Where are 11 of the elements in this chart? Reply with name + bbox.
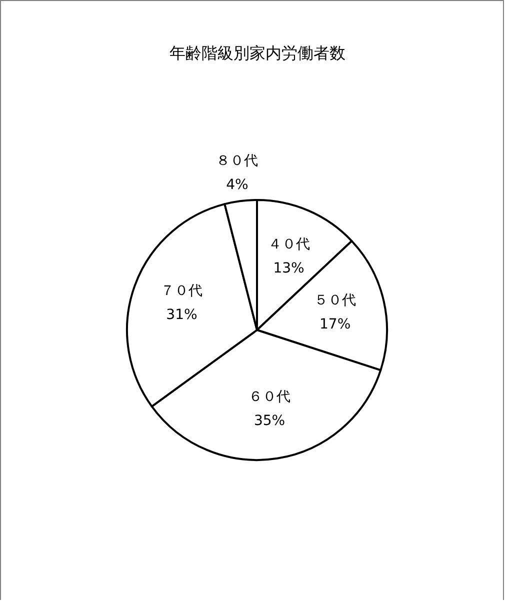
- slice-label: ６０代: [248, 389, 291, 406]
- chart-title: 年齢階級別家内労働者数: [170, 44, 346, 62]
- data-label: 31%: [166, 306, 198, 323]
- data-label: 35%: [254, 413, 286, 430]
- slice-label: ５０代: [314, 292, 356, 309]
- data-label: 4%: [226, 177, 248, 194]
- data-label: 17%: [320, 316, 351, 333]
- slice-label: ８０代: [216, 153, 258, 170]
- slice-label: ７０代: [160, 282, 203, 299]
- data-label: 13%: [273, 260, 304, 277]
- slice-label: ４０代: [268, 236, 310, 253]
